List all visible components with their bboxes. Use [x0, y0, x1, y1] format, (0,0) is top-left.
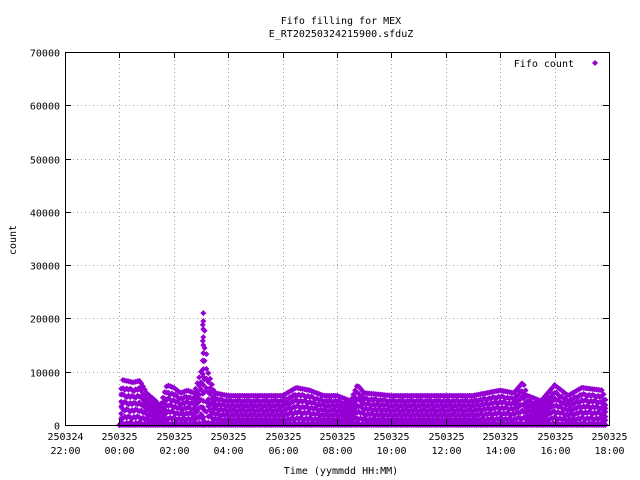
data-point	[522, 387, 529, 394]
y-tick-label: 60000	[30, 102, 60, 113]
data-point	[205, 370, 212, 377]
x-tick-label-time: 06:00	[268, 446, 298, 457]
data-point	[200, 318, 207, 325]
data-point	[200, 366, 207, 373]
x-tick-label-date: 250325	[319, 432, 355, 443]
x-tick-label-time: 18:00	[594, 446, 624, 457]
y-tick-label: 70000	[30, 49, 60, 60]
data-point	[118, 410, 125, 417]
data-point	[203, 385, 210, 392]
data-point	[602, 413, 609, 420]
y-axis-label: count	[8, 225, 19, 255]
axis-ticks	[65, 52, 610, 426]
data-point	[602, 417, 609, 424]
y-tick-label: 20000	[30, 315, 60, 326]
x-tick-label-time: 12:00	[431, 446, 461, 457]
x-tick-label-time: 02:00	[159, 446, 189, 457]
data-point	[200, 414, 207, 420]
data-point	[208, 381, 215, 388]
x-tick-label-date: 250325	[537, 432, 573, 443]
x-tick-label-date: 250325	[101, 432, 137, 443]
data-point	[207, 375, 214, 382]
x-tick-label-time: 22:00	[50, 446, 80, 457]
data-point	[200, 358, 207, 365]
x-tick-label-date: 250325	[210, 432, 246, 443]
data-points	[116, 310, 609, 428]
data-point	[602, 396, 609, 403]
data-point	[602, 402, 609, 408]
data-point	[200, 334, 207, 341]
x-tick-label-date: 250325	[265, 432, 301, 443]
legend: Fifo count	[514, 59, 598, 70]
y-tick-label: 10000	[30, 369, 60, 380]
x-tick-label-time: 04:00	[213, 446, 243, 457]
x-tick-label-date: 250325	[156, 432, 192, 443]
x-tick-label-time: 00:00	[104, 446, 134, 457]
grid-lines	[65, 52, 609, 425]
tick-labels: 0 10000 20000 30000 40000 50000 60000 70000 2503…	[30, 49, 628, 458]
chart-subtitle: E_RT20250324215900.sfduZ	[269, 29, 414, 40]
x-tick-label-time: 14:00	[485, 446, 515, 457]
data-point	[200, 342, 207, 349]
data-point	[200, 382, 207, 388]
data-point	[602, 405, 609, 412]
y-tick-label: 40000	[30, 209, 60, 220]
data-point	[200, 374, 207, 380]
legend-label: Fifo count	[514, 59, 574, 70]
x-tick-label-date: 250325	[428, 432, 464, 443]
legend-marker	[592, 60, 598, 66]
chart-title: Fifo filling for MEX	[281, 16, 401, 27]
y-tick-label: 50000	[30, 156, 60, 167]
x-tick-label-date: 250325	[482, 432, 518, 443]
data-point	[200, 326, 207, 333]
data-point	[199, 321, 206, 328]
data-point	[200, 350, 207, 357]
data-point	[200, 406, 207, 412]
data-point	[199, 337, 206, 344]
x-tick-label-date: 250324	[47, 432, 83, 443]
data-point	[602, 408, 609, 415]
y-tick-label: 0	[54, 422, 60, 433]
x-tick-label-time: 10:00	[376, 446, 406, 457]
data-point	[196, 374, 203, 381]
x-tick-label-date: 250325	[373, 432, 409, 443]
y-tick-label: 30000	[30, 262, 60, 273]
data-point	[200, 398, 207, 404]
data-point	[200, 310, 207, 317]
x-tick-label-date: 250325	[591, 432, 627, 443]
data-point	[200, 390, 207, 396]
x-tick-label-time: 16:00	[540, 446, 570, 457]
x-axis-label: Time (yymmdd HH:MM)	[284, 466, 398, 477]
x-tick-label-time: 08:00	[322, 446, 352, 457]
data-point	[600, 391, 607, 398]
data-point	[520, 382, 527, 388]
